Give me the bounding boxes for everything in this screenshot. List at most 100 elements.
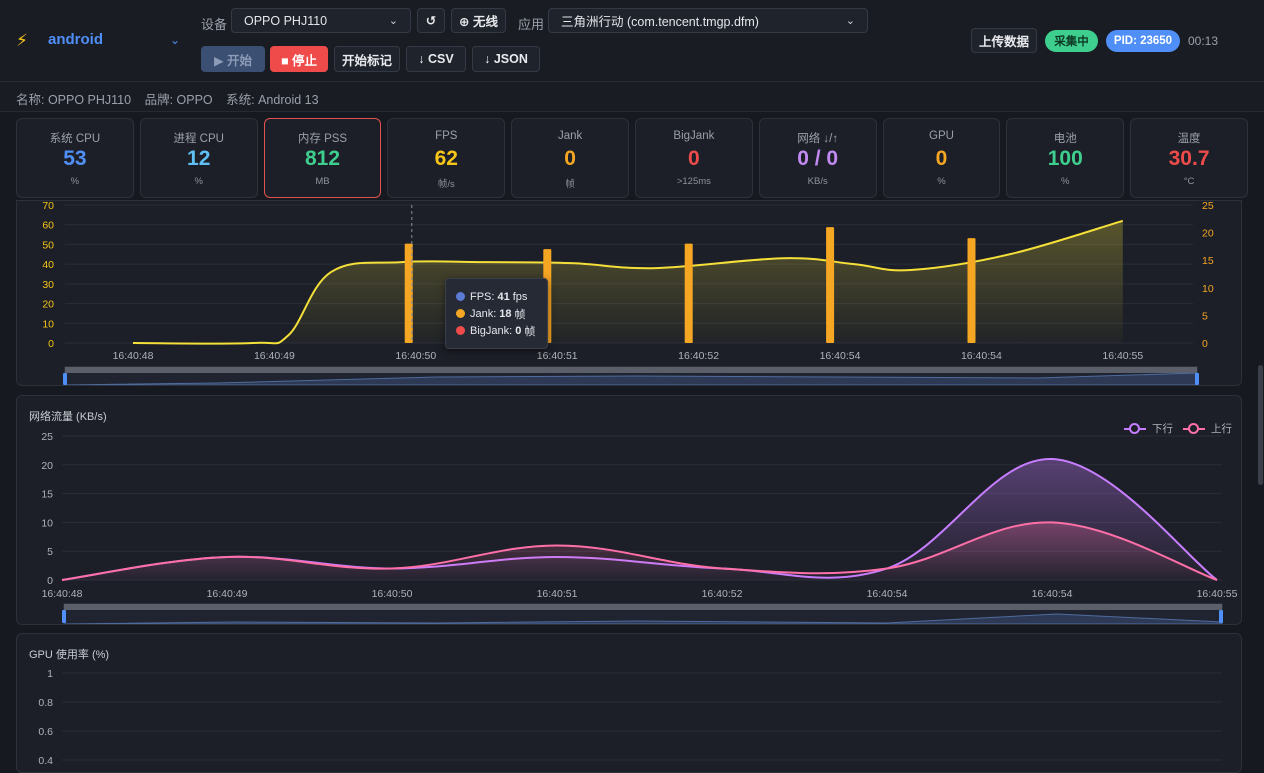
metric-unit: MB: [315, 176, 330, 187]
x-tick-label: 16:40:54: [961, 350, 1002, 362]
zoom-handle-left: [63, 373, 67, 385]
y-tick-label: 0.4: [38, 755, 53, 767]
metric-unit: °C: [1183, 176, 1195, 187]
y-tick-label: 25: [41, 431, 53, 443]
metric-title: FPS: [435, 130, 458, 142]
device-name: 名称: OPPO PHJ110: [16, 93, 132, 107]
metric-card-fps[interactable]: FPS 62 帧/s: [387, 118, 506, 198]
device-select[interactable]: OPPO PHJ110 ⌄: [231, 8, 411, 33]
y-tick-right: 15: [1202, 255, 1214, 267]
app-label: 应用: [518, 17, 545, 32]
metric-value: 812: [304, 147, 341, 170]
refresh-icon: ↺: [425, 14, 437, 28]
metric-title: 电池: [1053, 133, 1077, 145]
network-chart[interactable]: 25 20 15 10 5 016:40:48 16:40:49 16:40:50 16:40:…: [17, 396, 1242, 625]
metric-card-jank[interactable]: Jank 0 帧: [511, 118, 629, 198]
gpu-chart[interactable]: 1 0.8 0.6 0.4: [17, 634, 1242, 773]
fps-chart-panel: 70 60 50 40 30 20 10 0 25 20 15 10 5 0 16:40:48 16:40:4…: [16, 200, 1242, 386]
chevron-down-icon: ⌄: [388, 15, 398, 27]
metric-card-sys-cpu[interactable]: 系统 CPU 53%: [16, 118, 134, 198]
legend-upload-swatch: [1183, 422, 1205, 434]
x-tick-label: 16:40:52: [702, 588, 743, 600]
y-tick-label: 20: [41, 460, 53, 472]
metric-value: 30.7: [1168, 147, 1210, 170]
app-select[interactable]: 三角洲行动 (com.tencent.tmgp.dfm) ⌄: [548, 8, 868, 33]
legend-download-label: 下行: [1152, 423, 1173, 435]
x-tick-label: 16:40:52: [678, 350, 719, 362]
y-tick-label: 15: [41, 489, 53, 501]
refresh-button[interactable]: ↺: [417, 8, 445, 33]
x-tick-label: 16:40:49: [254, 350, 295, 362]
jank-bar: [404, 243, 413, 343]
x-tick-label: 16:40:54: [820, 350, 861, 362]
wireless-button[interactable]: ⊕ 无线: [451, 8, 506, 33]
y-tick-left: 40: [42, 259, 54, 271]
fps-dot-icon: [456, 292, 465, 301]
metric-title: Jank: [557, 130, 583, 142]
y-tick-label: 1: [47, 668, 53, 680]
metric-card-bigjank[interactable]: BigJank 0 >125ms: [634, 118, 753, 198]
y-tick-label: 5: [47, 546, 53, 558]
jank-bar: [967, 238, 976, 343]
metric-card-gpu[interactable]: GPU 0%: [882, 118, 1001, 198]
metric-unit: >125ms: [676, 176, 711, 187]
network-chart-panel: 网络流量 (KB/s) 下行 上行 25 20 15 10 5 0 16:40:48 16:4…: [16, 395, 1242, 625]
metric-unit: 帧: [565, 179, 575, 190]
gpu-chart-panel: GPU 使用率 (%) 1 0.8 0.6 0.4: [16, 633, 1242, 773]
export-csv-button[interactable]: ↓ CSV: [406, 46, 466, 72]
metric-card-proc-cpu[interactable]: 进程 CPU 12%: [139, 118, 258, 198]
chart-tooltip: FPS: 41 fps Jank: 18 帧 BigJank: 0 帧: [445, 278, 548, 349]
legend-download-swatch: [1124, 422, 1146, 434]
y-tick-label: 0.6: [38, 726, 53, 738]
download-area: [62, 459, 1217, 580]
y-tick-label: 10: [41, 517, 53, 529]
metric-card-temperature[interactable]: 温度 30.7 °C: [1130, 118, 1248, 198]
metric-card-memory[interactable]: 内存 PSS 812 MB: [263, 118, 382, 198]
gpu-chart-title: GPU 使用率 (%): [29, 649, 110, 661]
metric-value: 0: [935, 147, 948, 170]
top-toolbar: ⚡ android ⌄ 设备 OPPO PHJ110 ⌄ ↺ ⊕ 无线 应用 三…: [0, 0, 1264, 82]
y-tick-left: 70: [42, 201, 54, 212]
metric-card-network[interactable]: 网络 ↓/↑ 0 / 0 KB/s: [758, 118, 877, 198]
zoom-slider-bar: [64, 604, 1222, 610]
tooltip-fps-unit: fps: [512, 290, 528, 303]
stop-button[interactable]: ■ 停止: [270, 46, 328, 72]
upload-series-line: [61, 521, 1218, 581]
metric-card-battery[interactable]: 电池 100%: [1006, 118, 1125, 198]
metric-value: 0: [564, 147, 576, 170]
metric-title: 内存 PSS: [297, 133, 348, 145]
x-tick-label: 16:40:50: [372, 588, 413, 600]
start-button[interactable]: ▶ 开始: [201, 46, 265, 72]
y-tick-label: 0: [47, 575, 53, 587]
metric-title: 进程 CPU: [173, 133, 224, 145]
export-json-button[interactable]: ↓ JSON: [472, 46, 540, 72]
metric-title: 网络 ↓/↑: [797, 133, 839, 145]
y-tick-left: 0: [48, 338, 54, 350]
y-tick-left: 50: [42, 239, 54, 251]
chevron-down-icon[interactable]: ⌄: [170, 33, 181, 47]
y-tick-left: 10: [42, 318, 54, 330]
metric-value: 12: [187, 147, 211, 170]
tooltip-bigjank-unit: 帧: [524, 325, 536, 338]
upload-data-button[interactable]: 上传数据: [971, 28, 1037, 53]
tooltip-bigjank-value: 0: [515, 324, 522, 337]
y-tick-right: 5: [1202, 310, 1208, 322]
start-mark-button[interactable]: 开始标记: [334, 46, 400, 72]
zoom-slider-preview: [63, 613, 1223, 624]
metric-unit: %: [70, 176, 80, 187]
legend-upload[interactable]: 上行: [1183, 421, 1232, 436]
network-chart-title: 网络流量 (KB/s): [29, 411, 107, 423]
device-brand: 品牌: OPPO: [144, 93, 213, 107]
metric-value: 0: [688, 147, 700, 170]
tooltip-jank-unit: 帧: [514, 308, 526, 321]
bigjank-dot-icon: [456, 326, 465, 335]
x-tick-label: 16:40:51: [537, 350, 578, 362]
x-tick-label: 16:40:49: [207, 588, 248, 600]
page-scrollbar[interactable]: [1258, 365, 1263, 485]
brand[interactable]: ⚡ android: [16, 31, 103, 51]
legend-download[interactable]: 下行: [1124, 421, 1173, 436]
metric-title: 系统 CPU: [49, 133, 101, 145]
device-label: 设备: [201, 17, 228, 32]
zoom-handle-right: [1219, 610, 1223, 623]
